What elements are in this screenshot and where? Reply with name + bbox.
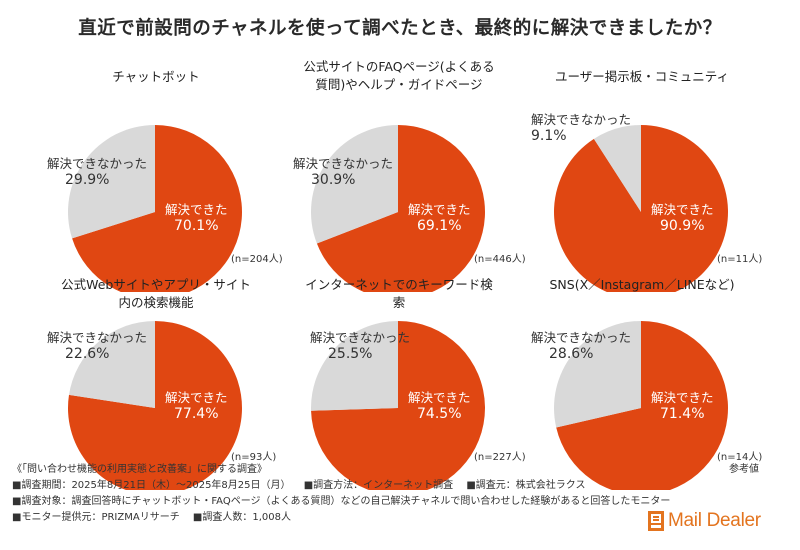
pie-title: インターネットでのキーワード検索 [305,277,493,310]
label-unresolved-percent: 29.9% [65,172,110,188]
label-resolved: 解決できた 77.4% [165,390,228,422]
pie-panel: インターネットでのキーワード検索解決できた 74.5% 解決できなかった 25.5% (… [268,270,530,490]
pie-slice-resolved [311,321,485,490]
pie-chart [68,321,242,490]
label-resolved-name: 解決できた [408,390,471,405]
sample-size: (n=446人) [474,254,526,265]
footer-method: ■調査方法：インターネット調査 [303,480,454,491]
label-resolved: 解決できた 74.5% [408,390,471,422]
chart-main-title: 直近で前設問のチャネルを使って調べたとき、最終的に解決できましたか？ [78,18,722,39]
pie-title: ユーザー掲示板・コミュニティ [554,69,729,84]
pie-panel: ユーザー掲示板・コミュニティ解決できた 90.9% 解決できなかった 9.1% (n=1… [511,62,773,292]
pie-chart [554,125,728,292]
label-unresolved-percent: 28.6% [549,346,594,362]
label-unresolved-percent: 30.9% [311,172,356,188]
logo-wordmark: Mail Dealer [668,510,761,531]
pie-chart [554,321,728,490]
survey-footer: 《「問い合わせ機能の利用実態と改善案」に関する調査》 ■調査期間：2025年8月… [12,462,670,526]
footer-target: ■調査対象：調査回答時にチャットボット・FAQページ（よくある質問）などの自己解… [12,496,671,507]
pie-panel: 公式Webサイトやアプリ・サイト内の検索機能解決できた 77.4% 解決できなかった… [25,270,287,490]
pie-panel: 公式サイトのFAQページ(よくある質問)やヘルプ・ガイドページ解決できた 69.1… [268,59,530,292]
label-unresolved-name: 解決できなかった [47,156,148,171]
sample-size: (n=11人) [717,254,763,265]
rakus-logo-mark [648,511,664,531]
label-unresolved: 解決できなかった 9.1% [531,112,631,144]
label-unresolved: 解決できなかった 29.9% [47,156,147,188]
pie-slice-resolved [72,125,242,292]
label-resolved: 解決できた 70.1% [165,202,228,234]
label-unresolved-name: 解決できなかった [293,156,394,171]
label-resolved-percent: 74.5% [417,406,462,422]
footer-monitor: ■モニター提供元：PRIZMAリサーチ [12,512,180,523]
footer-period: ■調査期間：2025年8月21日（木）～2025年8月25日（月） [12,480,291,491]
label-resolved-name: 解決できた [651,390,714,405]
label-resolved: 解決できた 69.1% [408,202,471,234]
label-unresolved-name: 解決できなかった [531,330,632,345]
label-resolved-percent: 70.1% [174,218,219,234]
label-unresolved-percent: 25.5% [328,346,373,362]
pie-slice-unresolved [68,321,155,408]
pie-chart [311,321,485,490]
sample-size: (n=227人) [474,452,526,463]
pie-slice-resolved [316,125,485,292]
sample-size: (n=14人) [717,452,763,463]
pie-title: SNS(X／Instagram／LINEなど) [549,277,735,292]
pie-slice-unresolved [311,321,398,411]
reference-note: 参考値 [729,464,759,475]
label-unresolved: 解決できなかった 28.6% [531,330,631,362]
label-unresolved-name: 解決できなかった [47,330,148,345]
pie-title: チャットボット [112,69,200,84]
mail-dealer-logo: Mail Dealer [648,510,761,532]
footer-count: ■調査人数：1,008人 [192,512,291,523]
label-unresolved: 解決できなかった 25.5% [310,330,410,362]
label-resolved-name: 解決できた [408,202,471,217]
label-unresolved-percent: 9.1% [531,128,567,144]
label-resolved-name: 解決できた [165,202,228,217]
footer-row-1: ■調査期間：2025年8月21日（木）～2025年8月25日（月） ■調査方法：… [12,478,670,494]
pie-panel: SNS(X／Instagram／LINEなど) 解決できた 71.4% 解決できなかっ… [511,270,773,490]
pie-slice-resolved [554,125,728,292]
label-resolved-percent: 90.9% [660,218,705,234]
pie-title: 公式サイトのFAQページ(よくある質問)やヘルプ・ガイドページ [303,59,495,92]
pie-slice-resolved [68,321,242,490]
label-resolved: 解決できた 71.4% [651,390,714,422]
pie-slice-unresolved [68,125,155,239]
label-unresolved-percent: 22.6% [65,346,110,362]
label-unresolved: 解決できなかった 22.6% [47,330,147,362]
pie-title: 公式Webサイトやアプリ・サイト内の検索機能 [61,277,251,310]
pie-chart [311,125,485,292]
label-unresolved-name: 解決できなかった [310,330,411,345]
label-resolved-percent: 69.1% [417,218,462,234]
sample-size: (n=204人) [231,254,283,265]
footer-organizer: ■調査元：株式会社ラクス [466,480,586,491]
label-resolved-percent: 77.4% [174,406,219,422]
label-unresolved: 解決できなかった 30.9% [293,156,393,188]
pie-slice-resolved [556,321,728,490]
pie-slice-unresolved [554,321,641,428]
sample-size: (n=93人) [231,452,277,463]
label-resolved: 解決できた 90.9% [651,202,714,234]
label-resolved-percent: 71.4% [660,406,705,422]
pie-chart [68,125,242,292]
footer-survey-title: 《「問い合わせ機能の利用実態と改善案」に関する調査》 [12,464,267,475]
label-resolved-name: 解決できた [651,202,714,217]
pie-slice-unresolved [593,125,641,212]
label-resolved-name: 解決できた [165,390,228,405]
pie-slice-unresolved [311,125,398,244]
pie-panel: チャットボット解決できた 70.1% 解決できなかった 29.9% (n=204人) [25,62,287,292]
label-unresolved-name: 解決できなかった [531,112,632,127]
footer-row-3: ■モニター提供元：PRIZMAリサーチ ■調査人数：1,008人 [12,510,670,526]
